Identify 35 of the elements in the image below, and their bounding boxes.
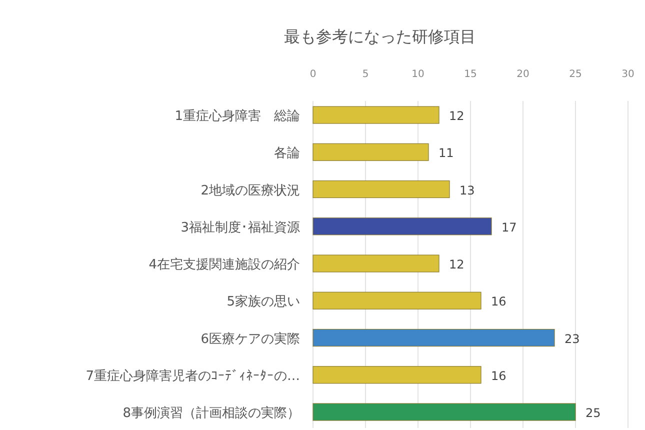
x-tick-label: 30: [622, 69, 634, 80]
y-tick-label: 6医療ケアの実際: [200, 330, 300, 347]
data-label: 11: [438, 146, 454, 160]
bar: [312, 292, 482, 310]
data-label: 12: [449, 109, 464, 123]
data-label: 23: [564, 332, 580, 346]
x-tick-label: 15: [464, 69, 477, 80]
x-tick-label: 10: [412, 69, 424, 80]
x-tick-label: 20: [516, 69, 530, 80]
y-tick-label: 2地域の医療状況: [200, 183, 300, 198]
y-tick-label: 7重症心身障害児者のｺｰﾃﾞｨﾈｰﾀｰの…: [86, 368, 300, 384]
x-tick-label: 25: [569, 69, 582, 80]
x-tick-label: 5: [362, 69, 369, 80]
chart-title: 最も参考になった研修項目: [284, 27, 476, 46]
bar: [312, 218, 492, 236]
bar: [312, 106, 440, 124]
bar: [312, 254, 440, 272]
data-label: 16: [491, 294, 506, 309]
y-tick-label: 5家族の思い: [226, 294, 300, 310]
y-tick-label: 各論: [274, 146, 300, 162]
y-tick-label: 3福祉制度･福祉資源: [180, 219, 300, 236]
bar: [312, 366, 482, 384]
bar: [312, 143, 429, 161]
data-label: 13: [460, 183, 475, 198]
y-tick-label: 8事例演習（計画相談の実際）: [122, 405, 300, 421]
bar: [312, 328, 555, 347]
data-label: 12: [449, 258, 464, 272]
data-label: 25: [586, 406, 601, 420]
bar: [312, 180, 450, 198]
data-label: 17: [502, 220, 517, 234]
data-label: 16: [491, 368, 506, 383]
x-tick-label: 0: [310, 69, 316, 80]
y-tick-label: 1重症心身障害 総論: [174, 108, 300, 124]
y-tick-label: 4在宅支援関連施設の紹介: [148, 256, 300, 272]
bar: [312, 403, 576, 421]
